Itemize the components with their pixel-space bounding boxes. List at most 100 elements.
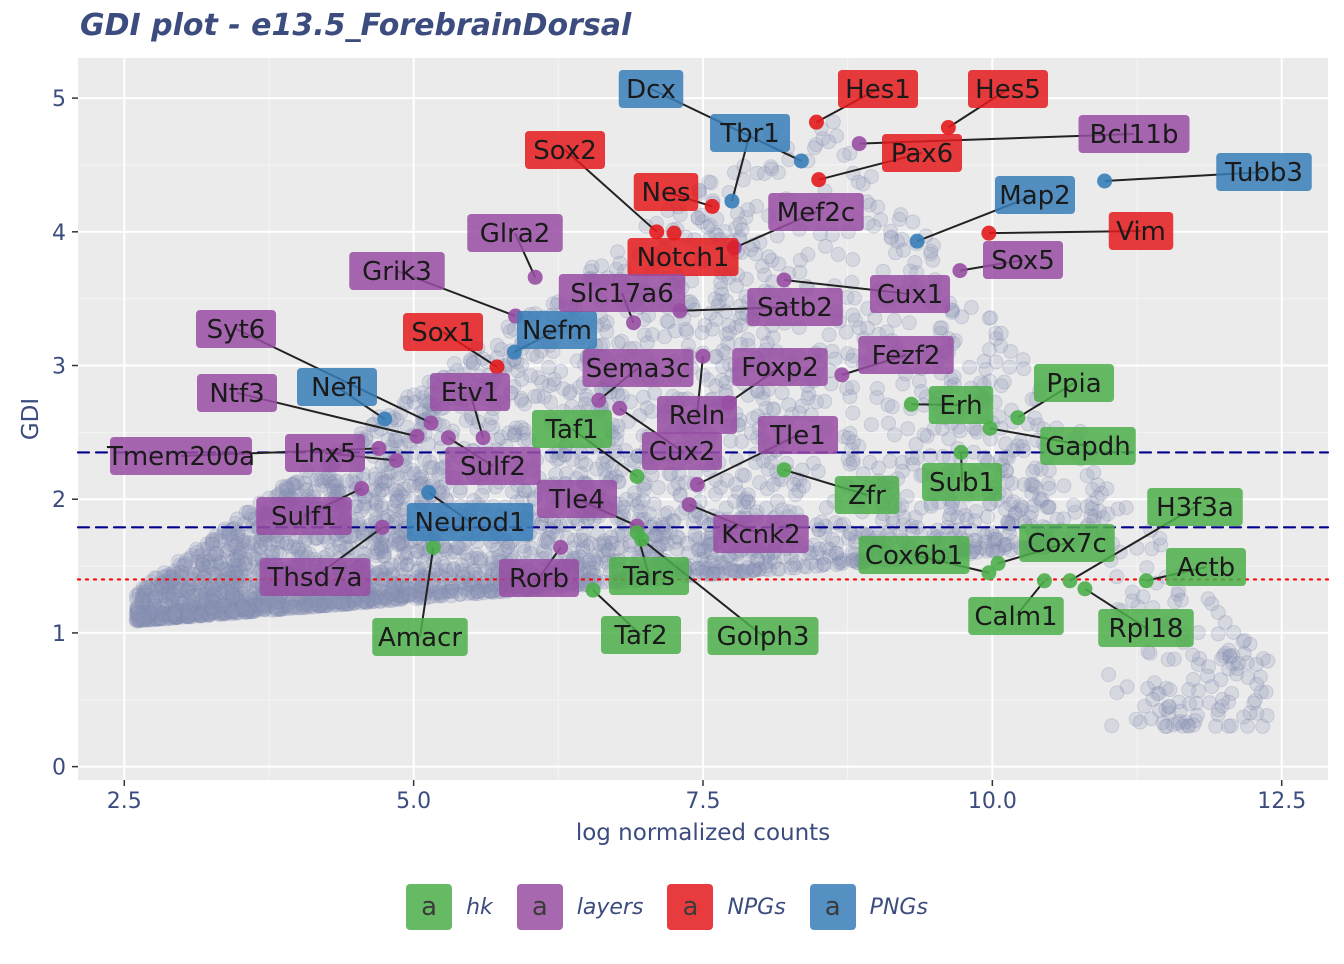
background-point (543, 395, 559, 410)
background-point (786, 476, 802, 492)
background-point (326, 483, 342, 499)
legend-item-pngs: a PNGs (809, 884, 938, 930)
background-point (805, 455, 821, 471)
background-point (752, 475, 768, 490)
background-point (501, 425, 517, 441)
x-tick-label: 10.0 (968, 789, 1017, 814)
background-point (764, 161, 780, 177)
gene-point-neurod1 (421, 485, 437, 501)
background-point (666, 513, 682, 529)
gene-point-zfr (776, 462, 792, 478)
background-point (830, 246, 846, 262)
gene-label: Nefm (522, 316, 592, 346)
gene-point-sox1 (489, 359, 505, 375)
background-point (443, 544, 459, 560)
background-point (376, 548, 392, 564)
background-point (1191, 683, 1206, 699)
background-point (705, 564, 721, 580)
background-point (396, 538, 412, 554)
background-point (716, 565, 732, 581)
background-point (429, 584, 445, 599)
background-point (199, 585, 214, 601)
background-point (349, 511, 365, 527)
background-point (1192, 651, 1208, 666)
background-point (708, 311, 724, 327)
background-point (1143, 711, 1159, 727)
background-point (799, 559, 814, 575)
background-point (646, 516, 662, 532)
background-point (808, 137, 824, 153)
background-point (212, 555, 228, 571)
gene-point-bcl11b (851, 136, 867, 152)
background-point (997, 540, 1013, 556)
background-point (130, 612, 146, 628)
background-point (390, 585, 406, 601)
x-tick-label: 2.5 (107, 789, 142, 814)
gene-point-glra2 (527, 269, 543, 285)
background-point (845, 405, 861, 421)
background-point (201, 607, 217, 623)
background-point (589, 461, 604, 477)
background-point (192, 575, 208, 591)
background-point (829, 545, 845, 561)
gene-point-nefl (377, 411, 393, 427)
x-tick-label: 7.5 (686, 789, 721, 814)
background-point (614, 539, 630, 555)
background-point (489, 337, 505, 353)
gene-label: Hes5 (975, 75, 1041, 105)
background-point (172, 607, 188, 623)
background-point (411, 583, 427, 599)
background-point (905, 214, 921, 230)
background-point (1253, 684, 1269, 700)
background-point (444, 584, 460, 599)
background-point (166, 608, 182, 624)
background-point (137, 581, 153, 597)
gene-label: Grik3 (362, 257, 432, 287)
background-point (219, 543, 235, 559)
gene-point-tmem200a (371, 440, 387, 456)
background-point (862, 197, 878, 213)
gene-point-kcnk2 (681, 497, 697, 513)
background-point (384, 580, 400, 596)
background-point (871, 460, 886, 476)
background-point (821, 327, 837, 343)
background-point (659, 313, 675, 329)
x-tick-label: 12.5 (1257, 789, 1306, 814)
background-point (204, 533, 220, 549)
background-point (191, 548, 207, 564)
background-point (211, 606, 227, 622)
gene-label: Rpl18 (1109, 614, 1184, 644)
background-point (1260, 653, 1276, 669)
background-point (306, 599, 322, 615)
background-point (168, 609, 184, 625)
background-point (137, 591, 153, 607)
background-point (538, 534, 554, 550)
background-point (373, 582, 389, 598)
background-point (957, 507, 973, 523)
background-point (844, 274, 860, 290)
background-point (542, 521, 558, 537)
background-point (1249, 705, 1265, 721)
background-point (200, 606, 216, 622)
gene-label: Notch1 (637, 243, 730, 273)
background-point (842, 389, 858, 405)
gene-label: Sulf1 (271, 502, 337, 532)
background-point (986, 534, 1002, 550)
background-point (715, 555, 731, 571)
background-point (1001, 525, 1017, 541)
background-point (364, 594, 380, 610)
background-point (1003, 344, 1019, 359)
gene-label: Sox2 (533, 136, 597, 166)
background-point (1235, 634, 1251, 650)
background-point (214, 584, 229, 600)
background-point (133, 609, 148, 625)
background-point (993, 338, 1009, 354)
background-point (462, 352, 478, 368)
background-point (758, 500, 774, 516)
background-point (1210, 707, 1226, 723)
background-point (589, 548, 604, 564)
background-point (1013, 502, 1029, 518)
background-point (317, 597, 332, 613)
gene-point-sox2 (649, 224, 665, 240)
background-point (913, 384, 929, 399)
